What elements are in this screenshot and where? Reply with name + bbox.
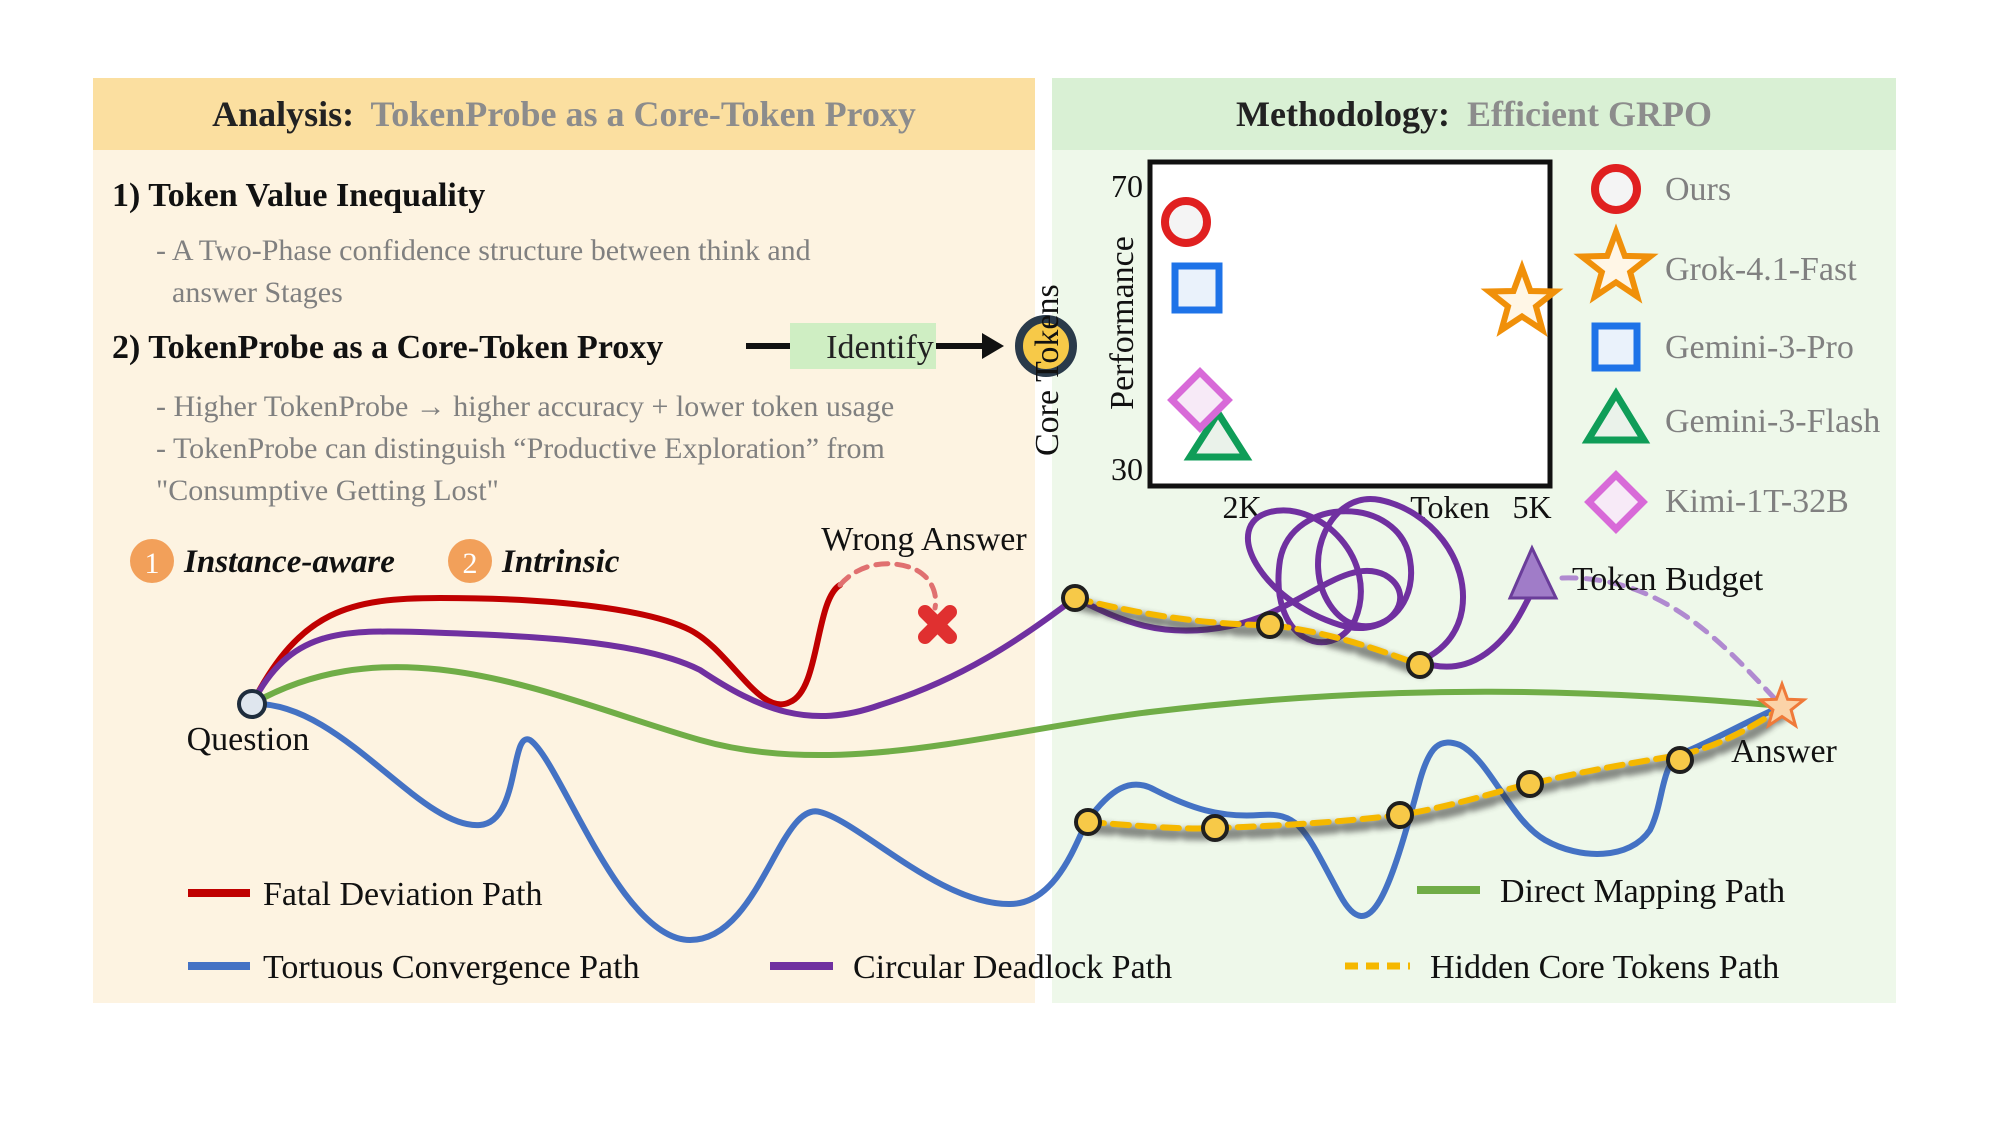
point-kimi bbox=[1167, 367, 1233, 433]
legend-kimi-icon bbox=[1584, 470, 1648, 534]
point1-line1: - A Two-Phase confidence structure betwe… bbox=[156, 234, 811, 267]
scatter-plot: 70 30 Performance 2K Token 5K bbox=[1104, 159, 1564, 525]
legend-core-label: Hidden Core Tokens Path bbox=[1430, 949, 1779, 986]
point1-title: 1) Token Value Inequality bbox=[112, 177, 485, 214]
legend-circular-label: Circular Deadlock Path bbox=[853, 949, 1172, 986]
point2-bullet1: - Higher TokenProbe → higher accuracy + … bbox=[156, 390, 894, 423]
scatter-xtick-5k: 5K bbox=[1512, 489, 1551, 525]
legend-gemini-flash-icon bbox=[1581, 387, 1651, 444]
core-node bbox=[1386, 801, 1414, 829]
answer-label: Answer bbox=[1731, 733, 1837, 770]
circular-deadlock-path bbox=[249, 496, 1543, 719]
scatter-ytick-top: 70 bbox=[1111, 168, 1143, 204]
point2-bullet3: "Consumptive Getting Lost" bbox=[156, 474, 499, 507]
tortuous-convergence-path bbox=[249, 700, 1785, 943]
scatter-legend: Ours Grok-4.1-Fast Gemini-3-Pro Gemini-3… bbox=[1573, 164, 1880, 534]
token-budget-triangle-icon bbox=[1507, 544, 1559, 600]
legend-tortuous-label: Tortuous Convergence Path bbox=[263, 949, 640, 986]
point-ours bbox=[1161, 197, 1211, 247]
methodology-header: Methodology: Efficient GRPO bbox=[1236, 94, 1712, 134]
core-node bbox=[1406, 651, 1434, 679]
core-node bbox=[1666, 746, 1694, 774]
path-legend: Fatal Deviation Path Tortuous Convergenc… bbox=[188, 873, 1785, 986]
point2-title: 2) TokenProbe as a Core-Token Proxy bbox=[112, 329, 663, 366]
question-node bbox=[237, 689, 267, 719]
legend-ours-label: Ours bbox=[1665, 171, 1731, 208]
analysis-header: Analysis: TokenProbe as a Core-Token Pro… bbox=[212, 94, 916, 134]
badge-2-number: 2 bbox=[463, 547, 478, 580]
legend-gemini-pro-icon bbox=[1591, 322, 1641, 372]
badge-instance-aware: 1 Instance-aware bbox=[130, 539, 395, 583]
fatal-deviation-path bbox=[249, 582, 843, 708]
identify-arrow: Identify bbox=[746, 323, 1004, 369]
legend-grok-label: Grok-4.1-Fast bbox=[1665, 251, 1857, 288]
badge-intrinsic: 2 Intrinsic bbox=[448, 539, 620, 583]
wrong-answer-label: Wrong Answer bbox=[821, 521, 1027, 558]
methodology-header-band bbox=[1052, 78, 1896, 150]
analysis-panel bbox=[93, 78, 1035, 1003]
legend-kimi-label: Kimi-1T-32B bbox=[1665, 483, 1849, 520]
wrong-answer-x-icon bbox=[918, 605, 957, 644]
scatter-ylabel: Performance bbox=[1104, 236, 1141, 410]
legend-ours-icon bbox=[1591, 164, 1641, 214]
legend-grok-icon bbox=[1573, 223, 1659, 304]
question-label: Question bbox=[187, 721, 310, 758]
core-token-icon bbox=[1015, 315, 1077, 377]
badge-2-label: Intrinsic bbox=[501, 544, 620, 580]
point-grok bbox=[1480, 259, 1564, 337]
identify-label: Identify bbox=[826, 329, 934, 366]
core-node bbox=[1516, 770, 1544, 798]
core-tokens-label: Core Tokens bbox=[1029, 284, 1066, 456]
core-node bbox=[1074, 808, 1102, 836]
badge-1-number: 1 bbox=[145, 547, 160, 580]
direct-mapping-path bbox=[249, 664, 1785, 759]
point1-line2: answer Stages bbox=[172, 276, 343, 309]
badge-1-label: Instance-aware bbox=[183, 544, 395, 580]
legend-direct-label: Direct Mapping Path bbox=[1500, 873, 1785, 910]
core-node bbox=[1256, 611, 1284, 639]
wrong-answer-dash bbox=[837, 561, 939, 611]
legend-gemini-pro-label: Gemini-3-Pro bbox=[1665, 329, 1854, 366]
token-budget-dash bbox=[1559, 575, 1779, 703]
analysis-header-band bbox=[93, 78, 1035, 150]
point-gemini-3-flash bbox=[1183, 406, 1253, 461]
point2-bullet2: - TokenProbe can distinguish “Productive… bbox=[156, 432, 885, 465]
core-node bbox=[1201, 814, 1229, 842]
point-gemini-3-pro bbox=[1171, 262, 1223, 314]
core-token-nodes bbox=[1061, 584, 1694, 842]
identify-box bbox=[790, 323, 936, 369]
answer-star-icon bbox=[1755, 679, 1809, 730]
legend-gemini-flash-label: Gemini-3-Flash bbox=[1665, 403, 1880, 440]
token-budget-label: Token Budget bbox=[1572, 561, 1764, 598]
scatter-ytick-bottom: 30 bbox=[1111, 451, 1143, 487]
legend-fatal-label: Fatal Deviation Path bbox=[263, 876, 543, 913]
core-node bbox=[1061, 584, 1089, 612]
